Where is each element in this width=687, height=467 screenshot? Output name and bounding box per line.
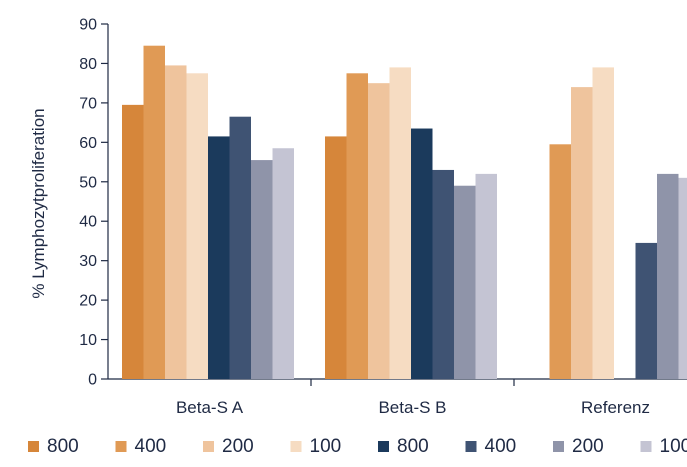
bar [433, 170, 455, 379]
x-category-label: Beta-S A [176, 398, 244, 417]
legend-swatch [641, 441, 652, 452]
legend-swatch [291, 441, 302, 452]
x-axis: Beta-S A Beta-S B Referenz [108, 379, 687, 417]
bar [571, 87, 593, 379]
bars [122, 46, 687, 379]
legend-swatch [553, 441, 564, 452]
legend-swatch [378, 441, 389, 452]
legend-label: 800 [397, 436, 429, 457]
y-tick-label: 0 [88, 372, 97, 389]
legend-swatch [203, 441, 214, 452]
bar [390, 67, 412, 379]
legend-label: 200 [222, 436, 254, 457]
bar [122, 105, 144, 379]
bar [251, 160, 273, 379]
legend-swatch [466, 441, 477, 452]
legend-label: 400 [485, 436, 517, 457]
legend-swatch [116, 441, 127, 452]
bar [636, 243, 658, 379]
bar [273, 148, 295, 379]
bar [411, 129, 433, 379]
legend-label: 400 [135, 436, 167, 457]
x-category-label: Referenz [581, 398, 650, 417]
bar [593, 67, 615, 379]
bar [657, 174, 679, 379]
x-category-label: Beta-S B [378, 398, 446, 417]
y-tick-label: 40 [79, 214, 97, 231]
y-axis-title: % Lymphozytproliferation [29, 108, 48, 298]
bar [325, 136, 347, 379]
legend-label: 800 [47, 436, 79, 457]
legend: 800 400 200 100 800 400 200 100 [28, 436, 687, 457]
bar [208, 136, 230, 379]
bar [144, 46, 166, 379]
legend-label: 100 [310, 436, 342, 457]
y-tick-label: 90 [79, 17, 97, 34]
y-tick-label: 70 [79, 95, 97, 112]
y-tick-label: 20 [79, 293, 97, 310]
legend-label: 200 [572, 436, 604, 457]
y-tick-label: 30 [79, 253, 97, 270]
bar [679, 178, 687, 379]
bar [550, 144, 572, 379]
bar [454, 186, 476, 379]
bar [347, 73, 369, 379]
bar [476, 174, 498, 379]
bar [368, 83, 390, 379]
y-tick-label: 10 [79, 332, 97, 349]
y-tick-label: 50 [79, 174, 97, 191]
bar [230, 117, 252, 379]
legend-label: 100 [660, 436, 687, 457]
y-axis: 0 10 20 30 40 50 60 70 80 90 [79, 17, 108, 389]
legend-swatch [28, 441, 39, 452]
y-tick-label: 80 [79, 56, 97, 73]
y-tick-label: 60 [79, 135, 97, 152]
bar [165, 65, 187, 379]
bar [187, 73, 209, 379]
